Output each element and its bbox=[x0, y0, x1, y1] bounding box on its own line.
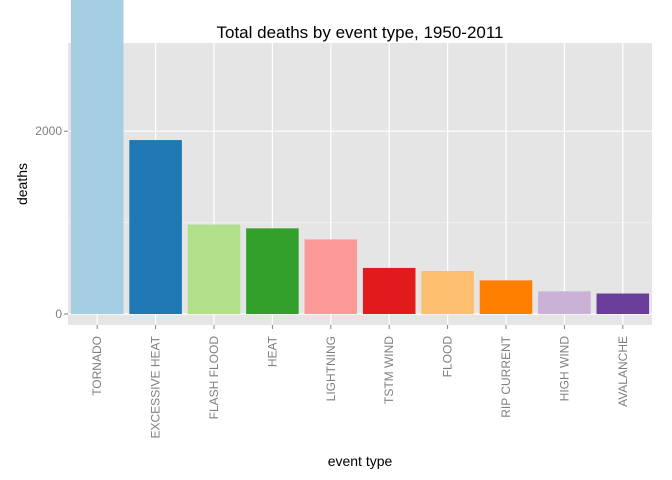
y-axis-title: deaths bbox=[14, 163, 30, 205]
y-axis: 020004000 bbox=[35, 124, 68, 321]
bar-flood bbox=[421, 271, 474, 314]
bar-lightning bbox=[304, 239, 358, 314]
chart-title: Total deaths by event type, 1950-2011 bbox=[217, 23, 504, 42]
bar-avalanche bbox=[596, 293, 650, 314]
bar-heat bbox=[246, 228, 299, 314]
bar-high-wind bbox=[538, 291, 591, 314]
x-axis: TORNADO EXCESSIVE HEAT FLASH FLOOD HEAT LIGH… bbox=[90, 325, 630, 438]
x-tick-label: FLOOD bbox=[441, 336, 455, 378]
x-tick-label: TSTM WIND bbox=[382, 336, 396, 404]
x-tick-label: HIGH WIND bbox=[557, 336, 571, 402]
x-tick-label: EXCESSIVE HEAT bbox=[149, 335, 163, 438]
x-tick-label: RIP CURRENT bbox=[499, 335, 513, 417]
bar-rip-current bbox=[479, 280, 533, 314]
x-tick-label: HEAT bbox=[265, 335, 279, 367]
x-tick-label: LIGHTNING bbox=[324, 336, 338, 401]
bar-excessive-heat bbox=[129, 140, 182, 314]
y-tick-label: 0 bbox=[55, 307, 62, 321]
x-tick-label: AVALANCHE bbox=[616, 336, 630, 407]
x-tick-label: TORNADO bbox=[90, 336, 104, 396]
y-tick-label: 2000 bbox=[35, 124, 62, 138]
x-axis-title: event type bbox=[328, 453, 393, 469]
bar-tornado bbox=[70, 0, 124, 314]
bar-flash-flood bbox=[187, 224, 241, 314]
bars bbox=[70, 0, 650, 314]
x-tick-label: FLASH FLOOD bbox=[207, 336, 221, 420]
bar-tstm-wind bbox=[362, 267, 416, 314]
